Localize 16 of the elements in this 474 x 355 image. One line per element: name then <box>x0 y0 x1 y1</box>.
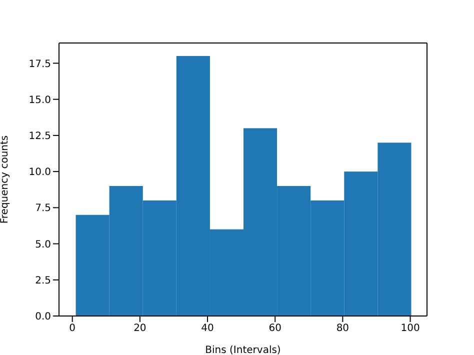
x-axis-title: Bins (Intervals) <box>205 345 281 355</box>
x-tick-label: 0 <box>69 323 76 334</box>
y-tick-label: 17.5 <box>28 58 51 70</box>
x-tick-label: 20 <box>134 323 146 334</box>
x-tick-label: 100 <box>400 323 420 334</box>
x-tick-label: 40 <box>201 323 214 334</box>
y-tick-label: 2.5 <box>35 275 51 286</box>
y-tick-label: 5.0 <box>35 239 51 250</box>
y-tick-label: 12.5 <box>28 130 51 142</box>
y-tick-label: 7.5 <box>35 203 51 214</box>
x-tick-label: 80 <box>336 323 350 334</box>
y-tick-label: 10.0 <box>28 167 51 178</box>
y-axis-title: Frequency counts <box>0 135 11 224</box>
y-tick-label: 0.0 <box>35 312 51 323</box>
x-tick-label: 60 <box>268 323 282 334</box>
y-tick-label: 15.0 <box>28 94 51 106</box>
